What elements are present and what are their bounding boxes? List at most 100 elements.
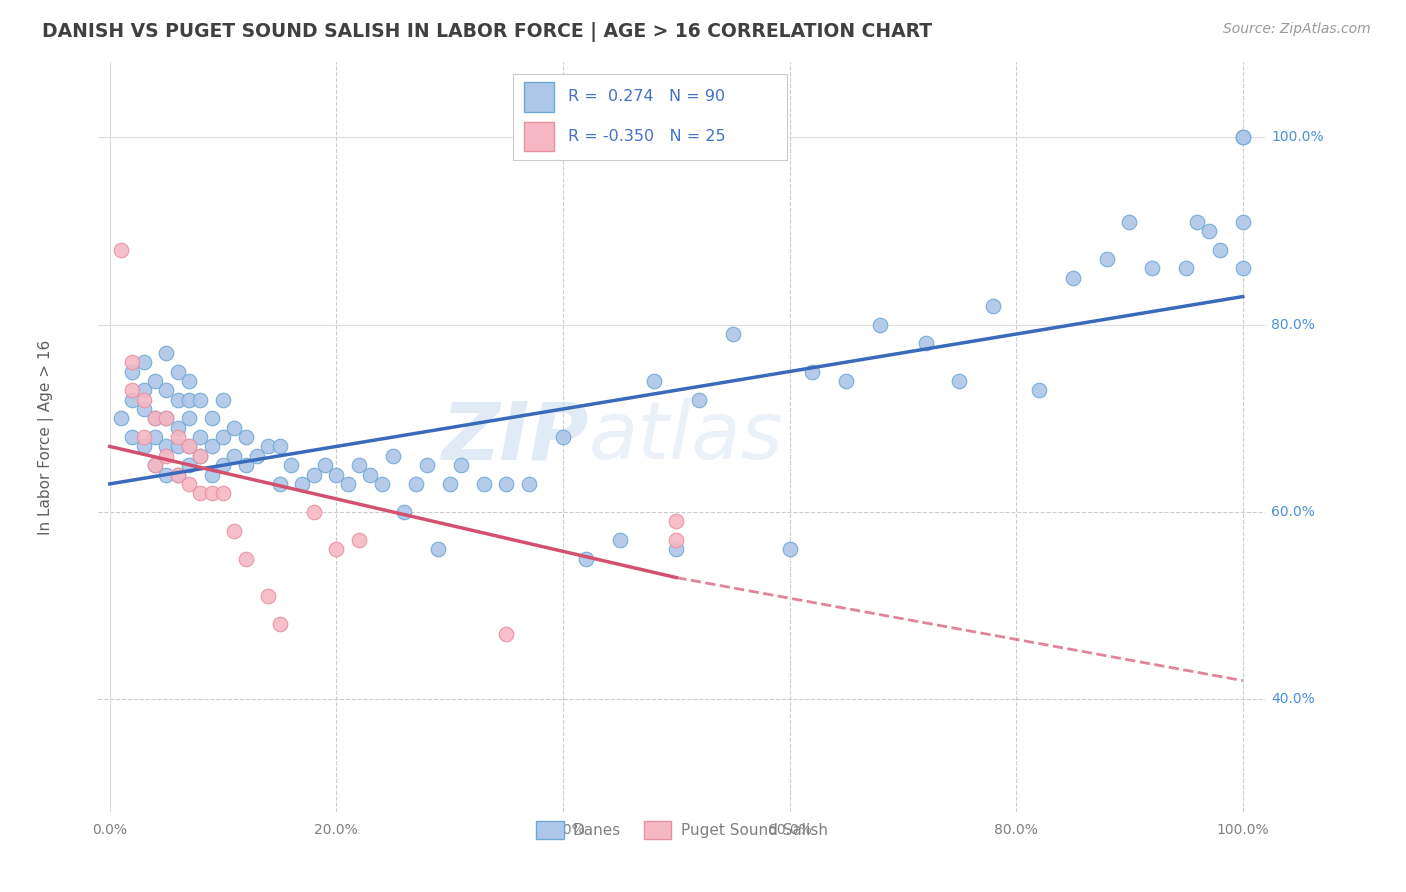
- Point: [472, 476, 495, 491]
- Point: [665, 542, 688, 557]
- Point: [1062, 271, 1084, 285]
- Point: [224, 524, 246, 538]
- Point: [166, 365, 188, 379]
- Text: ZIP: ZIP: [441, 398, 589, 476]
- Point: [155, 439, 177, 453]
- Point: [1232, 261, 1254, 276]
- Point: [801, 365, 824, 379]
- Text: In Labor Force | Age > 16: In Labor Force | Age > 16: [38, 340, 53, 534]
- Text: 0.0%: 0.0%: [93, 823, 128, 837]
- Point: [280, 458, 302, 473]
- Point: [155, 411, 177, 425]
- Point: [121, 355, 143, 369]
- Point: [132, 384, 155, 398]
- Point: [269, 617, 291, 632]
- Point: [166, 430, 188, 444]
- Point: [779, 542, 801, 557]
- Point: [665, 533, 688, 547]
- Point: [1232, 130, 1254, 145]
- Point: [177, 374, 200, 388]
- Point: [869, 318, 891, 332]
- Point: [269, 476, 291, 491]
- Point: [427, 542, 450, 557]
- Point: [336, 476, 359, 491]
- Point: [224, 421, 246, 435]
- Point: [382, 449, 405, 463]
- Point: [1232, 130, 1254, 145]
- Text: 100.0%: 100.0%: [1216, 823, 1270, 837]
- Point: [132, 401, 155, 416]
- Point: [609, 533, 631, 547]
- Point: [721, 326, 744, 341]
- Point: [190, 449, 212, 463]
- Point: [155, 345, 177, 359]
- Point: [495, 476, 517, 491]
- Point: [1198, 224, 1220, 238]
- Point: [416, 458, 439, 473]
- Point: [517, 476, 540, 491]
- Point: [190, 486, 212, 500]
- Point: [688, 392, 710, 407]
- Point: [166, 439, 188, 453]
- Point: [495, 626, 517, 640]
- Point: [143, 411, 166, 425]
- Point: [983, 299, 1005, 313]
- Point: [1175, 261, 1198, 276]
- Text: 80.0%: 80.0%: [994, 823, 1038, 837]
- Point: [235, 458, 257, 473]
- Point: [439, 476, 461, 491]
- Point: [201, 486, 224, 500]
- Point: [190, 449, 212, 463]
- Point: [257, 439, 280, 453]
- Point: [1209, 243, 1232, 257]
- Point: [235, 551, 257, 566]
- Point: [325, 542, 347, 557]
- Point: [835, 374, 858, 388]
- Point: [132, 392, 155, 407]
- Point: [110, 243, 132, 257]
- Point: [212, 430, 235, 444]
- Point: [914, 336, 936, 351]
- Point: [155, 467, 177, 482]
- Point: [155, 449, 177, 463]
- Point: [1140, 261, 1163, 276]
- Point: [1232, 214, 1254, 228]
- Point: [551, 430, 574, 444]
- Point: [643, 374, 665, 388]
- Point: [235, 430, 257, 444]
- Point: [1187, 214, 1209, 228]
- Point: [132, 355, 155, 369]
- Point: [212, 458, 235, 473]
- Point: [143, 458, 166, 473]
- Point: [269, 439, 291, 453]
- Point: [665, 514, 688, 528]
- Point: [177, 458, 200, 473]
- Point: [121, 384, 143, 398]
- Point: [314, 458, 336, 473]
- Text: 60.0%: 60.0%: [768, 823, 811, 837]
- Point: [121, 430, 143, 444]
- Text: 40.0%: 40.0%: [541, 823, 585, 837]
- Point: [201, 411, 224, 425]
- Point: [190, 430, 212, 444]
- Point: [155, 384, 177, 398]
- Point: [370, 476, 392, 491]
- Point: [347, 458, 370, 473]
- Point: [212, 486, 235, 500]
- Point: [291, 476, 314, 491]
- Point: [1095, 252, 1118, 266]
- Point: [166, 467, 188, 482]
- Point: [177, 439, 200, 453]
- Point: [121, 392, 143, 407]
- Point: [143, 458, 166, 473]
- Text: 60.0%: 60.0%: [1271, 505, 1315, 519]
- Text: 20.0%: 20.0%: [315, 823, 359, 837]
- Point: [166, 392, 188, 407]
- Point: [110, 411, 132, 425]
- Point: [394, 505, 416, 519]
- Point: [302, 467, 325, 482]
- Point: [121, 365, 143, 379]
- Point: [177, 411, 200, 425]
- Point: [143, 430, 166, 444]
- Point: [405, 476, 427, 491]
